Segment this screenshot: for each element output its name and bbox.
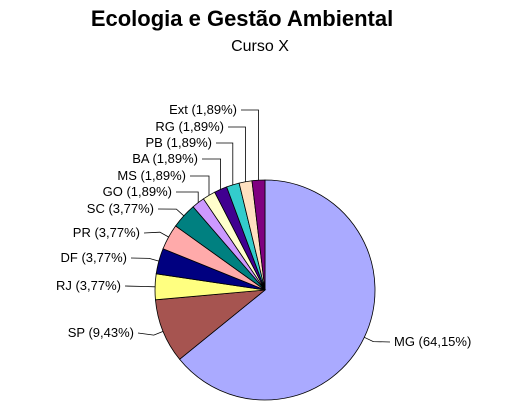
chart-title: Ecologia e Gestão Ambiental: [90, 6, 394, 31]
slice-label: RG (1,89%): [155, 119, 224, 134]
leader-line: [364, 336, 391, 343]
slice-label: DF (3,77%): [61, 250, 127, 265]
leader-line: [216, 142, 234, 185]
pie-slice: [179, 179, 376, 401]
leader-line: [176, 191, 199, 203]
leader-line: [190, 175, 210, 196]
slice-label: SP (9,43%): [68, 325, 134, 340]
leader-line: [228, 126, 246, 182]
slice-label: MG (64,15%): [394, 334, 471, 349]
leader-line: [124, 285, 156, 288]
leader-line: [202, 158, 222, 190]
leader-line: [241, 109, 259, 181]
leader-line: [137, 331, 164, 336]
slice-labels: MG (64,15%) SP (9,43%) RJ (3,77%) DF (3,77%…: [56, 102, 471, 349]
slice-label: PB (1,89%): [146, 135, 212, 150]
leader-line: [130, 257, 160, 262]
slice-label: SC (3,77%): [87, 201, 154, 216]
pie-slices: [154, 179, 376, 401]
chart-subtitle: Curso X: [231, 38, 289, 55]
leader-line: [143, 231, 169, 238]
leader-line: [157, 208, 185, 217]
slice-label: RJ (3,77%): [56, 278, 121, 293]
leader-lines: [124, 109, 391, 343]
slice-label: MS (1,89%): [117, 168, 186, 183]
slice-label: BA (1,89%): [132, 151, 198, 166]
slice-label: GO (1,89%): [103, 184, 172, 199]
slice-label: Ext (1,89%): [169, 102, 237, 117]
slice-label: PR (3,77%): [73, 225, 140, 240]
